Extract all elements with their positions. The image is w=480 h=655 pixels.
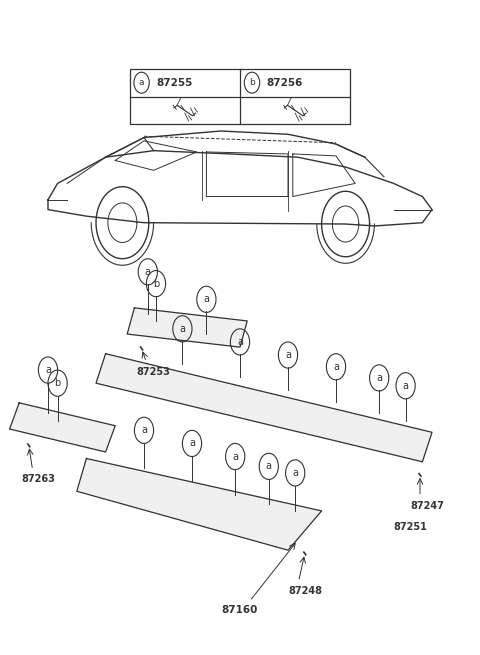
Polygon shape xyxy=(96,354,432,462)
Text: a: a xyxy=(204,294,209,305)
Text: 87248: 87248 xyxy=(288,586,322,596)
Text: a: a xyxy=(141,425,147,436)
Text: 87247: 87247 xyxy=(410,500,444,511)
Text: a: a xyxy=(333,362,339,372)
Text: 87251: 87251 xyxy=(394,521,428,532)
Text: a: a xyxy=(180,324,185,334)
Text: b: b xyxy=(249,78,255,87)
Text: 87256: 87256 xyxy=(266,78,303,88)
Text: 87255: 87255 xyxy=(156,78,192,88)
Polygon shape xyxy=(10,403,115,452)
Text: a: a xyxy=(266,461,272,472)
Polygon shape xyxy=(127,308,247,347)
Text: a: a xyxy=(232,451,238,462)
Text: a: a xyxy=(145,267,151,277)
Text: 87253: 87253 xyxy=(137,367,171,377)
Text: 87160: 87160 xyxy=(222,605,258,616)
Text: a: a xyxy=(376,373,382,383)
Text: b: b xyxy=(54,378,61,388)
Text: a: a xyxy=(285,350,291,360)
Text: a: a xyxy=(292,468,298,478)
Polygon shape xyxy=(77,458,322,550)
Text: a: a xyxy=(45,365,51,375)
Text: a: a xyxy=(237,337,243,347)
Text: a: a xyxy=(189,438,195,449)
Text: a: a xyxy=(139,78,144,87)
Text: b: b xyxy=(153,278,159,289)
Text: a: a xyxy=(403,381,408,391)
Text: 87263: 87263 xyxy=(22,474,56,485)
